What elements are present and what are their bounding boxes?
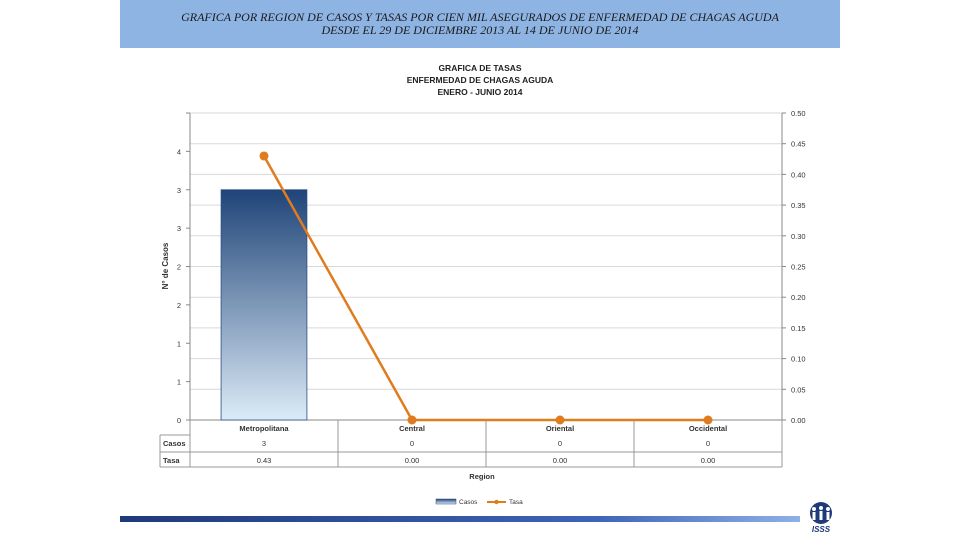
slide-header: GRAFICA POR REGION DE CASOS Y TASAS POR … — [120, 0, 840, 48]
y2-tick-label: 0.40 — [791, 170, 806, 179]
y-tick-label: 2 — [177, 301, 181, 310]
bar — [220, 189, 308, 421]
table-cell: 0.00 — [553, 456, 568, 465]
isss-logo-icon: ISSS — [810, 502, 832, 534]
y2-tick-label: 0.50 — [791, 109, 806, 118]
table-row-label: Tasa — [163, 456, 180, 465]
x-tick-label: Metropolitana — [239, 424, 289, 433]
x-tick-label: Oriental — [546, 424, 574, 433]
legend-label: Casos — [459, 499, 478, 506]
tasa-point — [703, 415, 713, 425]
y2-tick-label: 0.25 — [791, 263, 806, 272]
tasa-point — [259, 151, 269, 161]
table-cell: 3 — [262, 439, 266, 448]
chart-title-line: ENERO - JUNIO 2014 — [437, 87, 522, 97]
tasa-point — [555, 415, 565, 425]
y-tick-label: 4 — [177, 147, 181, 156]
y-axis-label: N° de Casos — [161, 242, 170, 289]
y2-tick-label: 0.10 — [791, 355, 806, 364]
y2-tick-label: 0.30 — [791, 232, 806, 241]
table-cell: 0 — [558, 439, 562, 448]
table-cell: 0 — [410, 439, 414, 448]
table-cell: 0.00 — [405, 456, 420, 465]
y2-tick-label: 0.35 — [791, 201, 806, 210]
chart-title-line: ENFERMEDAD DE CHAGAS AGUDA — [407, 75, 554, 85]
y-tick-label: 2 — [177, 263, 181, 272]
legend-swatch-tasa-marker — [494, 499, 499, 505]
table-cell: 0.43 — [257, 456, 272, 465]
legend-label: Tasa — [509, 499, 523, 506]
y-tick-label: 3 — [177, 186, 181, 195]
tasa-point — [407, 415, 417, 425]
slide-title-line-2: DESDE EL 29 DE DICIEMBRE 2013 AL 14 DE J… — [321, 23, 639, 37]
y2-tick-label: 0.45 — [791, 140, 806, 149]
y-tick-label: 3 — [177, 224, 181, 233]
slide-title-line-1: GRAFICA POR REGION DE CASOS Y TASAS POR … — [181, 10, 779, 24]
table-cell: 0 — [706, 439, 710, 448]
y2-tick-label: 0.15 — [791, 324, 806, 333]
y-tick-label: 0 — [177, 416, 181, 425]
chart-title-line: GRAFICA DE TASAS — [438, 63, 521, 73]
x-tick-label: Occidental — [689, 424, 727, 433]
footer-bar — [120, 516, 800, 522]
y2-tick-label: 0.05 — [791, 385, 806, 394]
table-cell: 0.00 — [701, 456, 716, 465]
table-row-label: Casos — [163, 439, 186, 448]
y-tick-label: 1 — [177, 378, 181, 387]
y2-tick-label: 0.00 — [791, 416, 806, 425]
x-axis-label: Region — [469, 472, 495, 481]
tasa-line — [262, 155, 708, 422]
y2-tick-label: 0.20 — [791, 293, 806, 302]
legend-swatch-casos — [435, 498, 457, 505]
logo-text: ISSS — [812, 525, 831, 534]
y-tick-label: 1 — [177, 339, 181, 348]
x-tick-label: Central — [399, 424, 425, 433]
